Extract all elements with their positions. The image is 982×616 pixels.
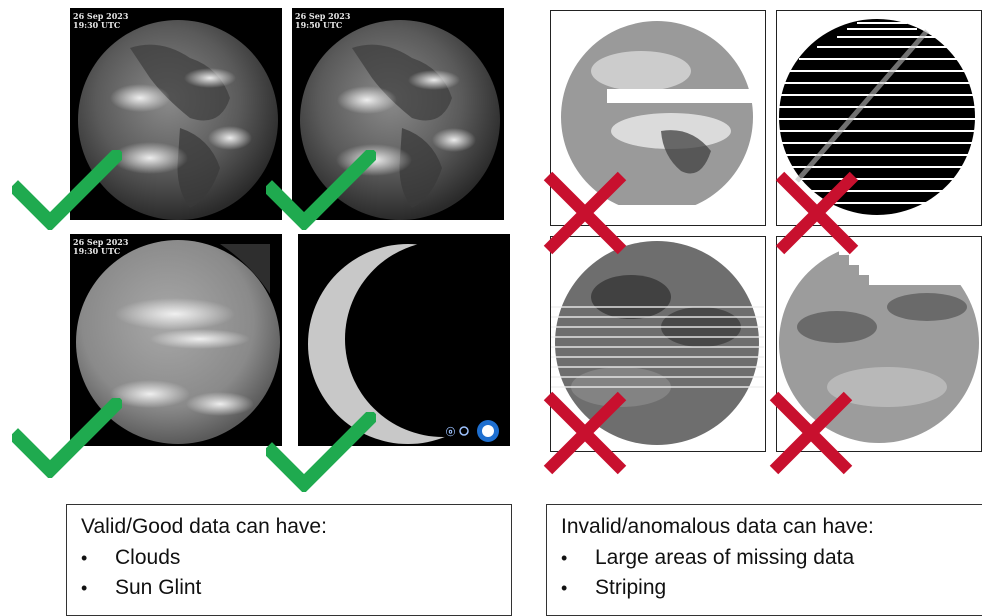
- invalid-criteria-list: • Large areas of missing data • Striping: [547, 543, 854, 603]
- cross-icon: [543, 391, 627, 475]
- bullet-icon: •: [81, 548, 88, 568]
- timestamp: 26 Sep 2023 19:30 UTC: [73, 237, 129, 256]
- valid-criteria-list: • Clouds • Sun Glint: [67, 543, 201, 603]
- earth-striping-icon: [779, 16, 977, 215]
- valid-image-4: ⓞ: [298, 234, 510, 446]
- cross-icon: [543, 171, 627, 255]
- earth-crescent-night-icon: ⓞ: [308, 241, 510, 444]
- earth-full-disk-icon: [76, 240, 280, 444]
- invalid-criteria-heading: Invalid/anomalous data can have:: [561, 515, 874, 538]
- svg-text:ⓞ: ⓞ: [446, 426, 455, 438]
- bullet-icon: •: [81, 578, 88, 598]
- invalid-image-missing-corner: [776, 236, 982, 452]
- valid-criteria-box: Valid/Good data can have: • Clouds • Sun G…: [66, 504, 512, 616]
- list-item: • Clouds: [67, 543, 201, 573]
- agency-logo-icon: ⓞ: [446, 420, 499, 442]
- earth-missing-data-icon: [561, 21, 764, 213]
- checkmark-icon: [12, 398, 122, 478]
- checkmark-icon: [266, 150, 376, 230]
- bullet-icon: •: [561, 548, 568, 568]
- invalid-criteria-box: Invalid/anomalous data can have: • Large …: [546, 504, 982, 616]
- invalid-image-striping: [550, 236, 766, 452]
- earth-full-disk-icon: [78, 20, 278, 220]
- cross-icon: [775, 171, 859, 255]
- earth-missing-data-icon: [779, 237, 981, 443]
- list-item: • Sun Glint: [67, 573, 201, 603]
- cross-icon: [769, 391, 853, 475]
- invalid-image-missing-band: [550, 10, 766, 226]
- invalid-image-striping: [776, 10, 982, 226]
- timestamp: 26 Sep 2023 19:50 UTC: [295, 11, 351, 30]
- valid-image-1: 26 Sep 2023 19:30 UTC: [70, 8, 282, 220]
- checkmark-icon: [266, 412, 376, 492]
- earth-striping-icon: [551, 241, 764, 445]
- list-item: • Large areas of missing data: [547, 543, 854, 573]
- bullet-icon: •: [561, 578, 568, 598]
- valid-criteria-heading: Valid/Good data can have:: [81, 515, 327, 538]
- checkmark-icon: [12, 150, 122, 230]
- list-item: • Striping: [547, 573, 854, 603]
- timestamp: 26 Sep 2023 19:30 UTC: [73, 11, 129, 30]
